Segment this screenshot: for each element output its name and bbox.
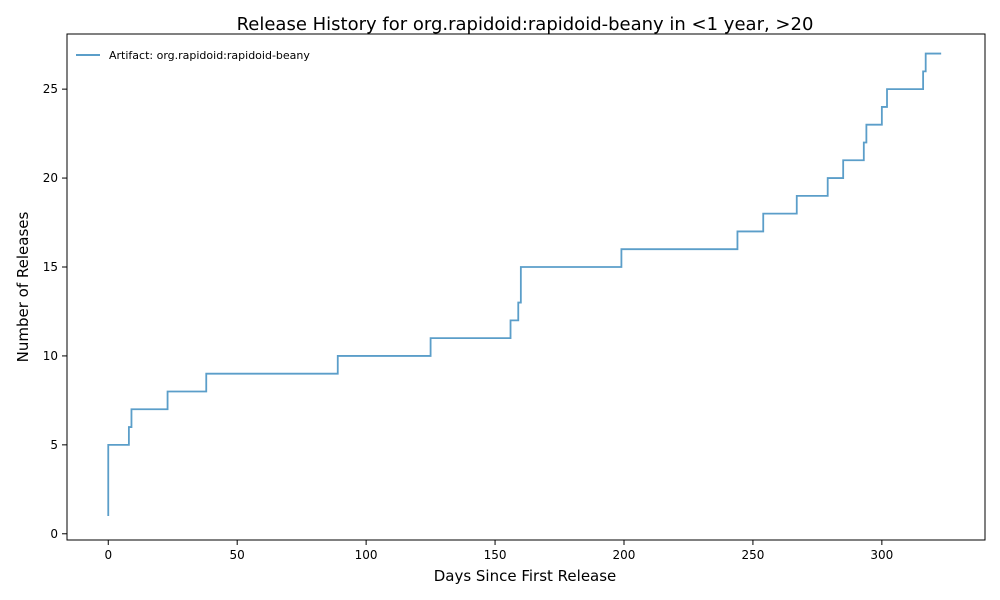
y-tick-label: 20 bbox=[43, 171, 58, 185]
x-tick-label: 200 bbox=[613, 548, 636, 562]
x-tick-label: 50 bbox=[230, 548, 245, 562]
x-axis-label: Days Since First Release bbox=[434, 567, 617, 585]
chart-title: Release History for org.rapidoid:rapidoi… bbox=[237, 14, 814, 35]
y-tick-label: 10 bbox=[43, 349, 58, 363]
y-axis-ticks: 0 5 10 15 20 25 bbox=[43, 82, 67, 541]
y-tick-label: 0 bbox=[50, 527, 58, 541]
y-tick-label: 25 bbox=[43, 82, 58, 96]
x-tick-label: 250 bbox=[741, 548, 764, 562]
y-axis-label: Number of Releases bbox=[14, 211, 32, 362]
x-tick-label: 100 bbox=[355, 548, 378, 562]
plot-area bbox=[107, 52, 942, 516]
legend-label: Artifact: org.rapidoid:rapidoid-beany bbox=[109, 49, 310, 62]
x-tick-label: 0 bbox=[104, 548, 112, 562]
x-axis-ticks: 0 50 100 150 200 250 300 bbox=[104, 540, 893, 562]
y-tick-label: 5 bbox=[50, 438, 58, 452]
x-tick-label: 150 bbox=[484, 548, 507, 562]
x-tick-label: 300 bbox=[870, 548, 893, 562]
legend: Artifact: org.rapidoid:rapidoid-beany bbox=[76, 49, 310, 62]
plot-frame bbox=[66, 33, 986, 541]
series-line-0 bbox=[107, 52, 942, 516]
y-tick-label: 15 bbox=[43, 260, 58, 274]
